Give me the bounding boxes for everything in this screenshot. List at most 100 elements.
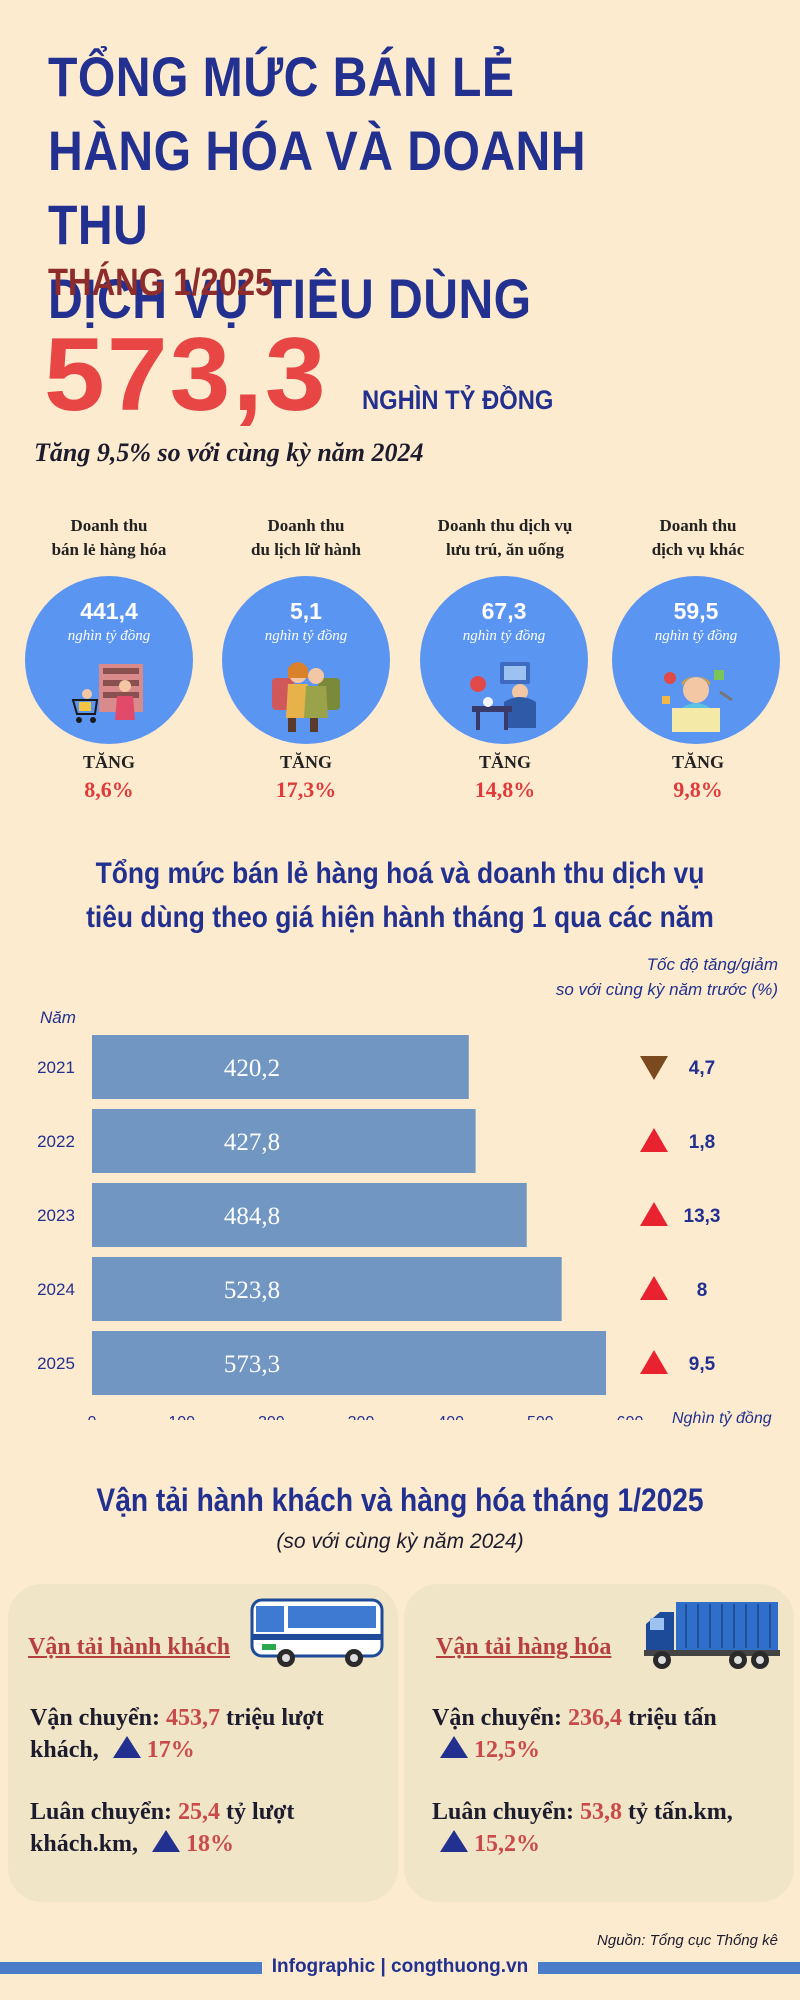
service-worker-icon: [662, 670, 733, 732]
category-value: 441,4: [80, 598, 138, 624]
carry-change: 12,5%: [474, 1737, 540, 1763]
bar: [92, 1331, 607, 1395]
rotate-change: 15,2%: [474, 1831, 540, 1857]
passenger-rotate: Luân chuyển: 25,4 tỷ lượt khách.km, 18%: [30, 1796, 294, 1860]
category-unit: nghìn tỷ đồng: [264, 628, 348, 644]
x-tick-label: 100: [168, 1414, 195, 1420]
title-line-3: DỊCH VỤ TIÊU DÙNG: [48, 267, 532, 330]
rate-header-line: so với cùng kỳ năm trước (%): [555, 980, 778, 999]
category-label-line: Doanh thu: [267, 516, 345, 535]
growth-rate-label: 8: [697, 1280, 708, 1301]
freight-carry: Vận chuyển: 236,4 triệu tấn 12,5%: [432, 1702, 717, 1766]
down-triangle-icon: [640, 1056, 668, 1080]
category-unit: nghìn tỷ đồng: [67, 628, 151, 644]
category-circle-other: 59,5 nghìn tỷ đồng: [612, 576, 780, 744]
growth-text: Tăng 9,5% so với cùng kỳ năm 2024: [34, 438, 424, 467]
rotate-label: Luân chuyển:: [432, 1799, 581, 1825]
category-value: 67,3: [481, 598, 527, 624]
x-tick-label: 0: [88, 1414, 97, 1420]
category-unit: nghìn tỷ đồng: [654, 628, 738, 644]
bar-value-label: 484,8: [224, 1203, 280, 1230]
increase-value: 9,8%: [673, 777, 723, 802]
rate-header-line: Tốc độ tăng/giảm: [646, 955, 778, 974]
x-tick-label: 200: [258, 1414, 285, 1420]
year-label: 2022: [37, 1132, 75, 1151]
bar-chart: 2021 420,2 4,7 2022 427,8 1,8 2023 484,8 13,3 202…: [37, 1035, 721, 1420]
category-value: 5,1: [290, 598, 322, 624]
month-label: THÁNG 1/2025: [48, 262, 274, 304]
category-label-line: bán lẻ hàng hóa: [51, 540, 167, 559]
freight-panel: Vận tải hàng hóa Vận chuyển: 236,4 triệu…: [404, 1584, 794, 1902]
category-label-line: Doanh thu: [659, 516, 737, 535]
category-value: 59,5: [673, 598, 719, 624]
increase-value: 17,3%: [275, 777, 337, 802]
year-label: 2025: [37, 1354, 75, 1373]
up-triangle-icon: [640, 1128, 668, 1152]
total-unit: NGHÌN TỶ ĐỒNG: [362, 385, 554, 415]
chart-title: Tổng mức bán lẻ hàng hoá và doanh thu dị…: [48, 852, 752, 940]
increase-value: 14,8%: [474, 777, 536, 802]
rotate-unit: tỷ tấn.km,: [622, 1799, 733, 1825]
source-note: Nguồn: Tổng cục Thống kê: [597, 1932, 778, 1949]
rotate-unit: tỷ lượt: [220, 1799, 295, 1825]
bar: [92, 1183, 527, 1247]
increase-label: TĂNG: [279, 752, 332, 772]
footer-brand: Infographic | congthuong.vn: [0, 1956, 800, 1978]
category-label-line: Doanh thu: [70, 516, 148, 535]
up-triangle-icon: [152, 1830, 181, 1852]
restaurant-icon: [470, 662, 536, 730]
year-axis-header: Năm: [40, 1008, 76, 1027]
carry-unit: triệu lượt: [220, 1705, 324, 1731]
category-circle-travel: 5,1 nghìn tỷ đồng: [222, 576, 390, 744]
bar: [92, 1257, 562, 1321]
x-tick-label: 600: [617, 1414, 644, 1420]
transport-subtitle: (so với cùng kỳ năm 2024): [276, 1530, 524, 1553]
up-triangle-icon: [440, 1830, 468, 1852]
increase-label: TĂNG: [671, 752, 724, 772]
bar-value-label: 573,3: [224, 1351, 280, 1378]
up-triangle-icon: [640, 1202, 668, 1226]
increase-label: TĂNG: [478, 752, 531, 772]
shopping-cart-icon: [71, 664, 143, 723]
carry-unit-cont: khách,: [30, 1737, 105, 1763]
year-label: 2021: [37, 1058, 75, 1077]
increase-label: TĂNG: [82, 752, 135, 772]
year-label: 2023: [37, 1206, 75, 1225]
x-tick-label: 300: [348, 1414, 375, 1420]
category-label-accommodation: Doanh thu dịch vụ lưu trú, ăn uống: [410, 514, 600, 562]
carry-label: Vận chuyển:: [30, 1705, 167, 1731]
bar-value-label: 523,8: [224, 1277, 280, 1304]
total-value: 573,3: [44, 317, 328, 433]
x-tick-label: 400: [437, 1414, 464, 1420]
passenger-heading: Vận tải hành khách: [28, 1634, 231, 1660]
growth-rate-label: 9,5: [689, 1354, 716, 1375]
chart-title-line: Tổng mức bán lẻ hàng hoá và doanh thu dị…: [95, 857, 705, 890]
travelers-icon: [272, 662, 340, 732]
growth-rate-label: 13,3: [684, 1206, 721, 1227]
chart-title-line: tiêu dùng theo giá hiện hành tháng 1 qua…: [86, 901, 714, 934]
passenger-panel: Vận tải hành khách Vận chuyển: 453,7 tri…: [8, 1584, 398, 1902]
category-label-other: Doanh thu dịch vụ khác: [603, 514, 793, 562]
carry-label: Vận chuyển:: [432, 1705, 569, 1731]
x-axis-unit: Nghìn tỷ đồng: [672, 1410, 772, 1427]
category-label-travel: Doanh thu du lịch lữ hành: [211, 514, 401, 562]
category-label-line: dịch vụ khác: [651, 540, 745, 559]
footer-brand-text: Infographic | congthuong.vn: [261, 1956, 539, 1977]
rotate-value: 53,8: [580, 1799, 623, 1825]
up-triangle-icon: [440, 1736, 468, 1758]
bar-value-label: 427,8: [224, 1129, 280, 1156]
rotate-value: 25,4: [178, 1799, 221, 1825]
truck-icon: [644, 1602, 780, 1669]
category-label-line: lưu trú, ăn uống: [446, 540, 564, 559]
category-label-line: du lịch lữ hành: [251, 540, 361, 559]
rate-column-header: Tốc độ tăng/giảm so với cùng kỳ năm trướ…: [556, 952, 778, 1002]
category-circle-retail: 441,4 nghìn tỷ đồng: [25, 576, 193, 744]
category-circle-accommodation: 67,3 nghìn tỷ đồng: [420, 576, 588, 744]
up-triangle-icon: [640, 1350, 668, 1374]
carry-value: 453,7: [166, 1705, 221, 1731]
bar: [92, 1109, 476, 1173]
category-label-retail: Doanh thu bán lẻ hàng hóa: [14, 514, 204, 562]
category-label-line: Doanh thu dịch vụ: [437, 516, 573, 535]
title-line-1: TỔNG MỨC BÁN LẺ: [48, 45, 515, 108]
increase-value: 8,6%: [84, 777, 134, 802]
